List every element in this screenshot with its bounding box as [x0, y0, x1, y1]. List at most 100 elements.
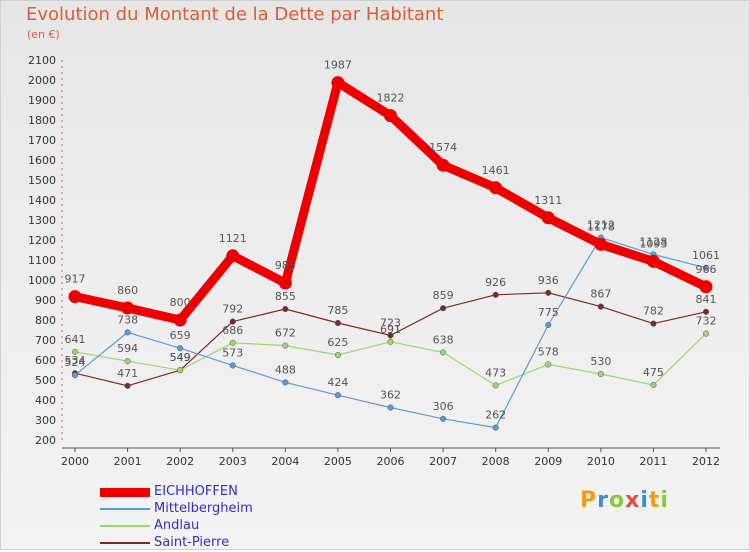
data-label-eichhoffen: 860	[117, 284, 138, 297]
data-label-eichhoffen: 1121	[219, 232, 247, 245]
data-label-andlau: 638	[433, 333, 454, 346]
y-tick-label: 200	[35, 434, 56, 447]
data-label-mittelbergheim: 1061	[692, 249, 720, 262]
data-label-saint-pierre: 867	[590, 288, 611, 301]
y-tick-label: 1900	[28, 94, 56, 107]
data-label-saint-pierre: 785	[327, 304, 348, 317]
data-label-andlau: 641	[65, 333, 86, 346]
data-point-mittelbergheim	[282, 379, 289, 386]
data-label-andlau: 672	[275, 327, 296, 340]
data-label-saint-pierre: 549	[170, 351, 191, 364]
data-label-eichhoffen: 1178	[587, 220, 615, 233]
data-label-saint-pierre: 859	[433, 289, 454, 302]
legend-swatch	[100, 508, 150, 510]
data-label-mittelbergheim: 573	[222, 346, 243, 359]
data-point-andlau	[334, 351, 341, 359]
proxiti-logo: Proxiti	[580, 488, 669, 513]
data-label-andlau: 686	[222, 324, 243, 337]
data-label-eichhoffen: 966	[696, 263, 717, 276]
y-tick-label: 700	[35, 334, 56, 347]
data-point-andlau	[702, 330, 710, 337]
data-label-mittelbergheim: 306	[433, 400, 454, 413]
data-point-andlau	[492, 382, 499, 389]
data-label-mittelbergheim: 1128	[639, 235, 667, 248]
data-label-andlau: 475	[643, 366, 664, 379]
data-point-mittelbergheim	[124, 329, 131, 336]
data-point-saint-pierre	[597, 303, 604, 310]
data-label-eichhoffen: 1311	[534, 194, 562, 207]
x-tick-label: 2001	[114, 455, 142, 468]
data-point-mittelbergheim	[387, 404, 394, 411]
data-label-mittelbergheim: 262	[485, 409, 506, 422]
data-label-eichhoffen: 1822	[377, 92, 405, 105]
data-labels: 917 860 800 1121 985 1987 1822 1574 1461 1311 1178…	[65, 59, 721, 422]
legend-swatch	[100, 488, 150, 497]
data-point-saint-pierre	[545, 289, 552, 296]
y-tick-label: 900	[35, 294, 56, 307]
data-point-saint-pierre	[387, 332, 394, 339]
data-point-mittelbergheim	[71, 372, 79, 379]
data-label-mittelbergheim: 362	[380, 389, 401, 402]
y-tick-label: 1200	[28, 234, 56, 247]
y-tick-label: 1300	[28, 214, 56, 227]
data-label-saint-pierre: 782	[643, 305, 664, 318]
data-label-eichhoffen: 1987	[324, 59, 352, 72]
data-label-saint-pierre: 471	[117, 367, 138, 380]
data-point-eichhoffen	[384, 109, 397, 123]
data-label-mittelbergheim: 524	[65, 356, 86, 369]
x-tick-label: 2007	[429, 455, 457, 468]
axes: 200 300 400 500 600 700 800 900 1000 1100 1200 1300…	[28, 54, 720, 468]
data-point-saint-pierre	[702, 308, 710, 315]
data-label-saint-pierre: 855	[275, 290, 296, 303]
data-point-eichhoffen	[226, 249, 240, 263]
data-label-andlau: 594	[117, 342, 138, 355]
legend-label: EICHHOFFEN	[154, 484, 238, 499]
data-point-saint-pierre	[229, 318, 236, 325]
data-point-andlau	[545, 361, 552, 368]
data-point-saint-pierre	[650, 320, 657, 327]
data-point-mittelbergheim	[702, 264, 710, 271]
data-label-saint-pierre: 926	[485, 276, 506, 289]
data-point-saint-pierre	[492, 291, 499, 298]
x-tick-label: 2012	[692, 455, 720, 468]
x-tick-label: 2008	[482, 455, 510, 468]
data-label-andlau: 732	[696, 315, 717, 328]
data-point-mittelbergheim	[229, 362, 236, 369]
data-point-eichhoffen	[436, 158, 450, 172]
data-label-andlau: 625	[327, 336, 348, 349]
x-tick-label: 2009	[534, 455, 562, 468]
data-label-mittelbergheim: 775	[538, 306, 559, 319]
data-point-andlau	[650, 381, 657, 389]
data-point-andlau	[229, 339, 236, 346]
data-label-andlau: 578	[538, 345, 559, 358]
data-label-eichhoffen: 1461	[482, 164, 510, 177]
y-tick-label: 1800	[28, 114, 56, 127]
data-point-eichhoffen	[68, 290, 82, 304]
y-tick-label: 1500	[28, 174, 56, 187]
data-point-mittelbergheim	[545, 321, 552, 329]
x-tick-label: 2010	[587, 455, 615, 468]
data-point-mittelbergheim	[440, 415, 447, 422]
data-point-andlau	[282, 342, 289, 349]
x-tick-label: 2005	[324, 455, 352, 468]
data-point-andlau	[387, 338, 394, 345]
data-point-eichhoffen	[699, 280, 713, 294]
data-label-eichhoffen: 1574	[429, 141, 457, 154]
data-label-mittelbergheim: 738	[117, 313, 138, 326]
data-label-mittelbergheim: 424	[327, 376, 348, 389]
data-label-saint-pierre: 723	[380, 316, 401, 329]
y-tick-label: 1000	[28, 274, 56, 287]
data-point-eichhoffen	[594, 237, 608, 251]
data-point-saint-pierre	[440, 305, 447, 312]
x-tick-label: 2004	[271, 455, 299, 468]
x-tick-label: 2011	[639, 455, 667, 468]
data-label-saint-pierre: 841	[696, 293, 717, 306]
data-point-mittelbergheim	[492, 424, 499, 431]
data-point-mittelbergheim	[177, 345, 184, 352]
legend-swatch	[100, 525, 150, 527]
data-point-andlau	[440, 349, 447, 356]
data-label-eichhoffen: 1093	[639, 237, 667, 250]
y-tick-label: 800	[35, 314, 56, 327]
data-point-eichhoffen	[121, 301, 135, 315]
